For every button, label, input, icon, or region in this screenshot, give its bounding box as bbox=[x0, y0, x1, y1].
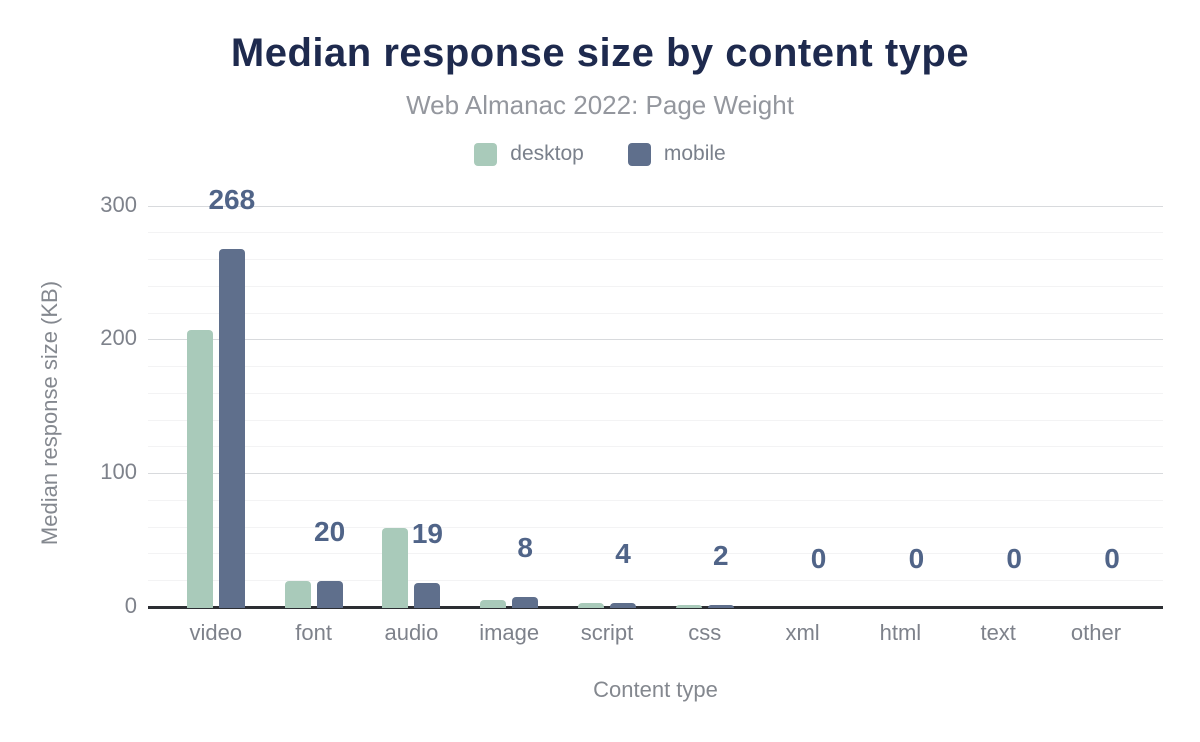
gridline bbox=[148, 339, 1163, 341]
legend: desktop mobile bbox=[0, 142, 1200, 166]
legend-label-desktop: desktop bbox=[510, 142, 584, 165]
bar-desktop-audio bbox=[382, 527, 409, 608]
bar-desktop-font bbox=[284, 581, 311, 608]
gridline bbox=[148, 259, 1163, 261]
gridline bbox=[148, 526, 1163, 528]
chart-subtitle: Web Almanac 2022: Page Weight bbox=[406, 90, 794, 120]
x-tick-label-font: font bbox=[295, 620, 332, 645]
x-tick-label-text: text bbox=[980, 620, 1016, 645]
x-axis-line bbox=[148, 606, 1163, 609]
gridline bbox=[148, 392, 1163, 394]
value-label-font: 20 bbox=[314, 516, 346, 548]
gridline bbox=[148, 446, 1163, 448]
x-tick-label-video: video bbox=[189, 620, 243, 645]
bar-mobile-css bbox=[707, 605, 734, 608]
plot-area: 268 20 19 8 4 2 0 0 0 0 bbox=[148, 185, 1163, 609]
bar-desktop-css bbox=[675, 605, 702, 608]
x-tick-label-image: image bbox=[479, 620, 540, 645]
bar-desktop-image bbox=[480, 599, 507, 608]
gridline bbox=[148, 232, 1163, 234]
legend-item-mobile: mobile bbox=[627, 142, 726, 166]
gridline bbox=[148, 285, 1163, 287]
value-label-xml: 0 bbox=[810, 543, 827, 574]
x-tick-label-html: html bbox=[879, 620, 922, 645]
value-label-video: 268 bbox=[208, 184, 256, 216]
gridline bbox=[148, 580, 1163, 582]
legend-label-mobile: mobile bbox=[663, 142, 726, 165]
value-label-script: 4 bbox=[615, 537, 631, 569]
gridline bbox=[148, 553, 1163, 555]
bar-desktop-video bbox=[186, 329, 213, 608]
bar-mobile-image bbox=[512, 597, 539, 608]
gridline bbox=[148, 499, 1163, 501]
value-label-image: 8 bbox=[517, 532, 533, 564]
x-axis-title: Content type bbox=[593, 677, 718, 702]
gridline bbox=[148, 419, 1163, 421]
gridline bbox=[148, 366, 1163, 368]
value-label-other: 0 bbox=[1104, 543, 1120, 574]
x-tick-label-xml: xml bbox=[785, 620, 820, 645]
gridline bbox=[148, 473, 1163, 475]
legend-item-desktop: desktop bbox=[474, 142, 584, 166]
chart-title: Median response size by content type bbox=[230, 31, 970, 75]
mobile-swatch-icon bbox=[627, 142, 651, 166]
y-tick-label: 300 bbox=[100, 191, 137, 217]
x-tick-label-audio: audio bbox=[384, 620, 439, 645]
value-label-audio: 19 bbox=[411, 517, 443, 549]
y-tick-label: 100 bbox=[100, 459, 137, 485]
bar-desktop-script bbox=[578, 602, 604, 608]
y-axis-title: Median response size (KB) bbox=[37, 280, 62, 546]
value-label-text: 0 bbox=[1006, 543, 1022, 574]
bar-mobile-font bbox=[316, 581, 343, 608]
bar-mobile-script bbox=[610, 602, 636, 608]
x-tick-label-other: other bbox=[1070, 620, 1122, 645]
value-label-html: 0 bbox=[908, 543, 925, 574]
x-tick-label-css: css bbox=[688, 620, 722, 645]
value-label-css: 2 bbox=[713, 540, 729, 572]
y-tick-label: 0 bbox=[124, 593, 137, 618]
x-tick-label-script: script bbox=[580, 620, 634, 645]
bar-mobile-video bbox=[218, 249, 245, 608]
gridline bbox=[148, 205, 1163, 207]
y-tick-label: 200 bbox=[100, 325, 137, 351]
bar-mobile-audio bbox=[414, 582, 441, 608]
gridline bbox=[148, 312, 1163, 314]
desktop-swatch-icon bbox=[474, 142, 498, 166]
